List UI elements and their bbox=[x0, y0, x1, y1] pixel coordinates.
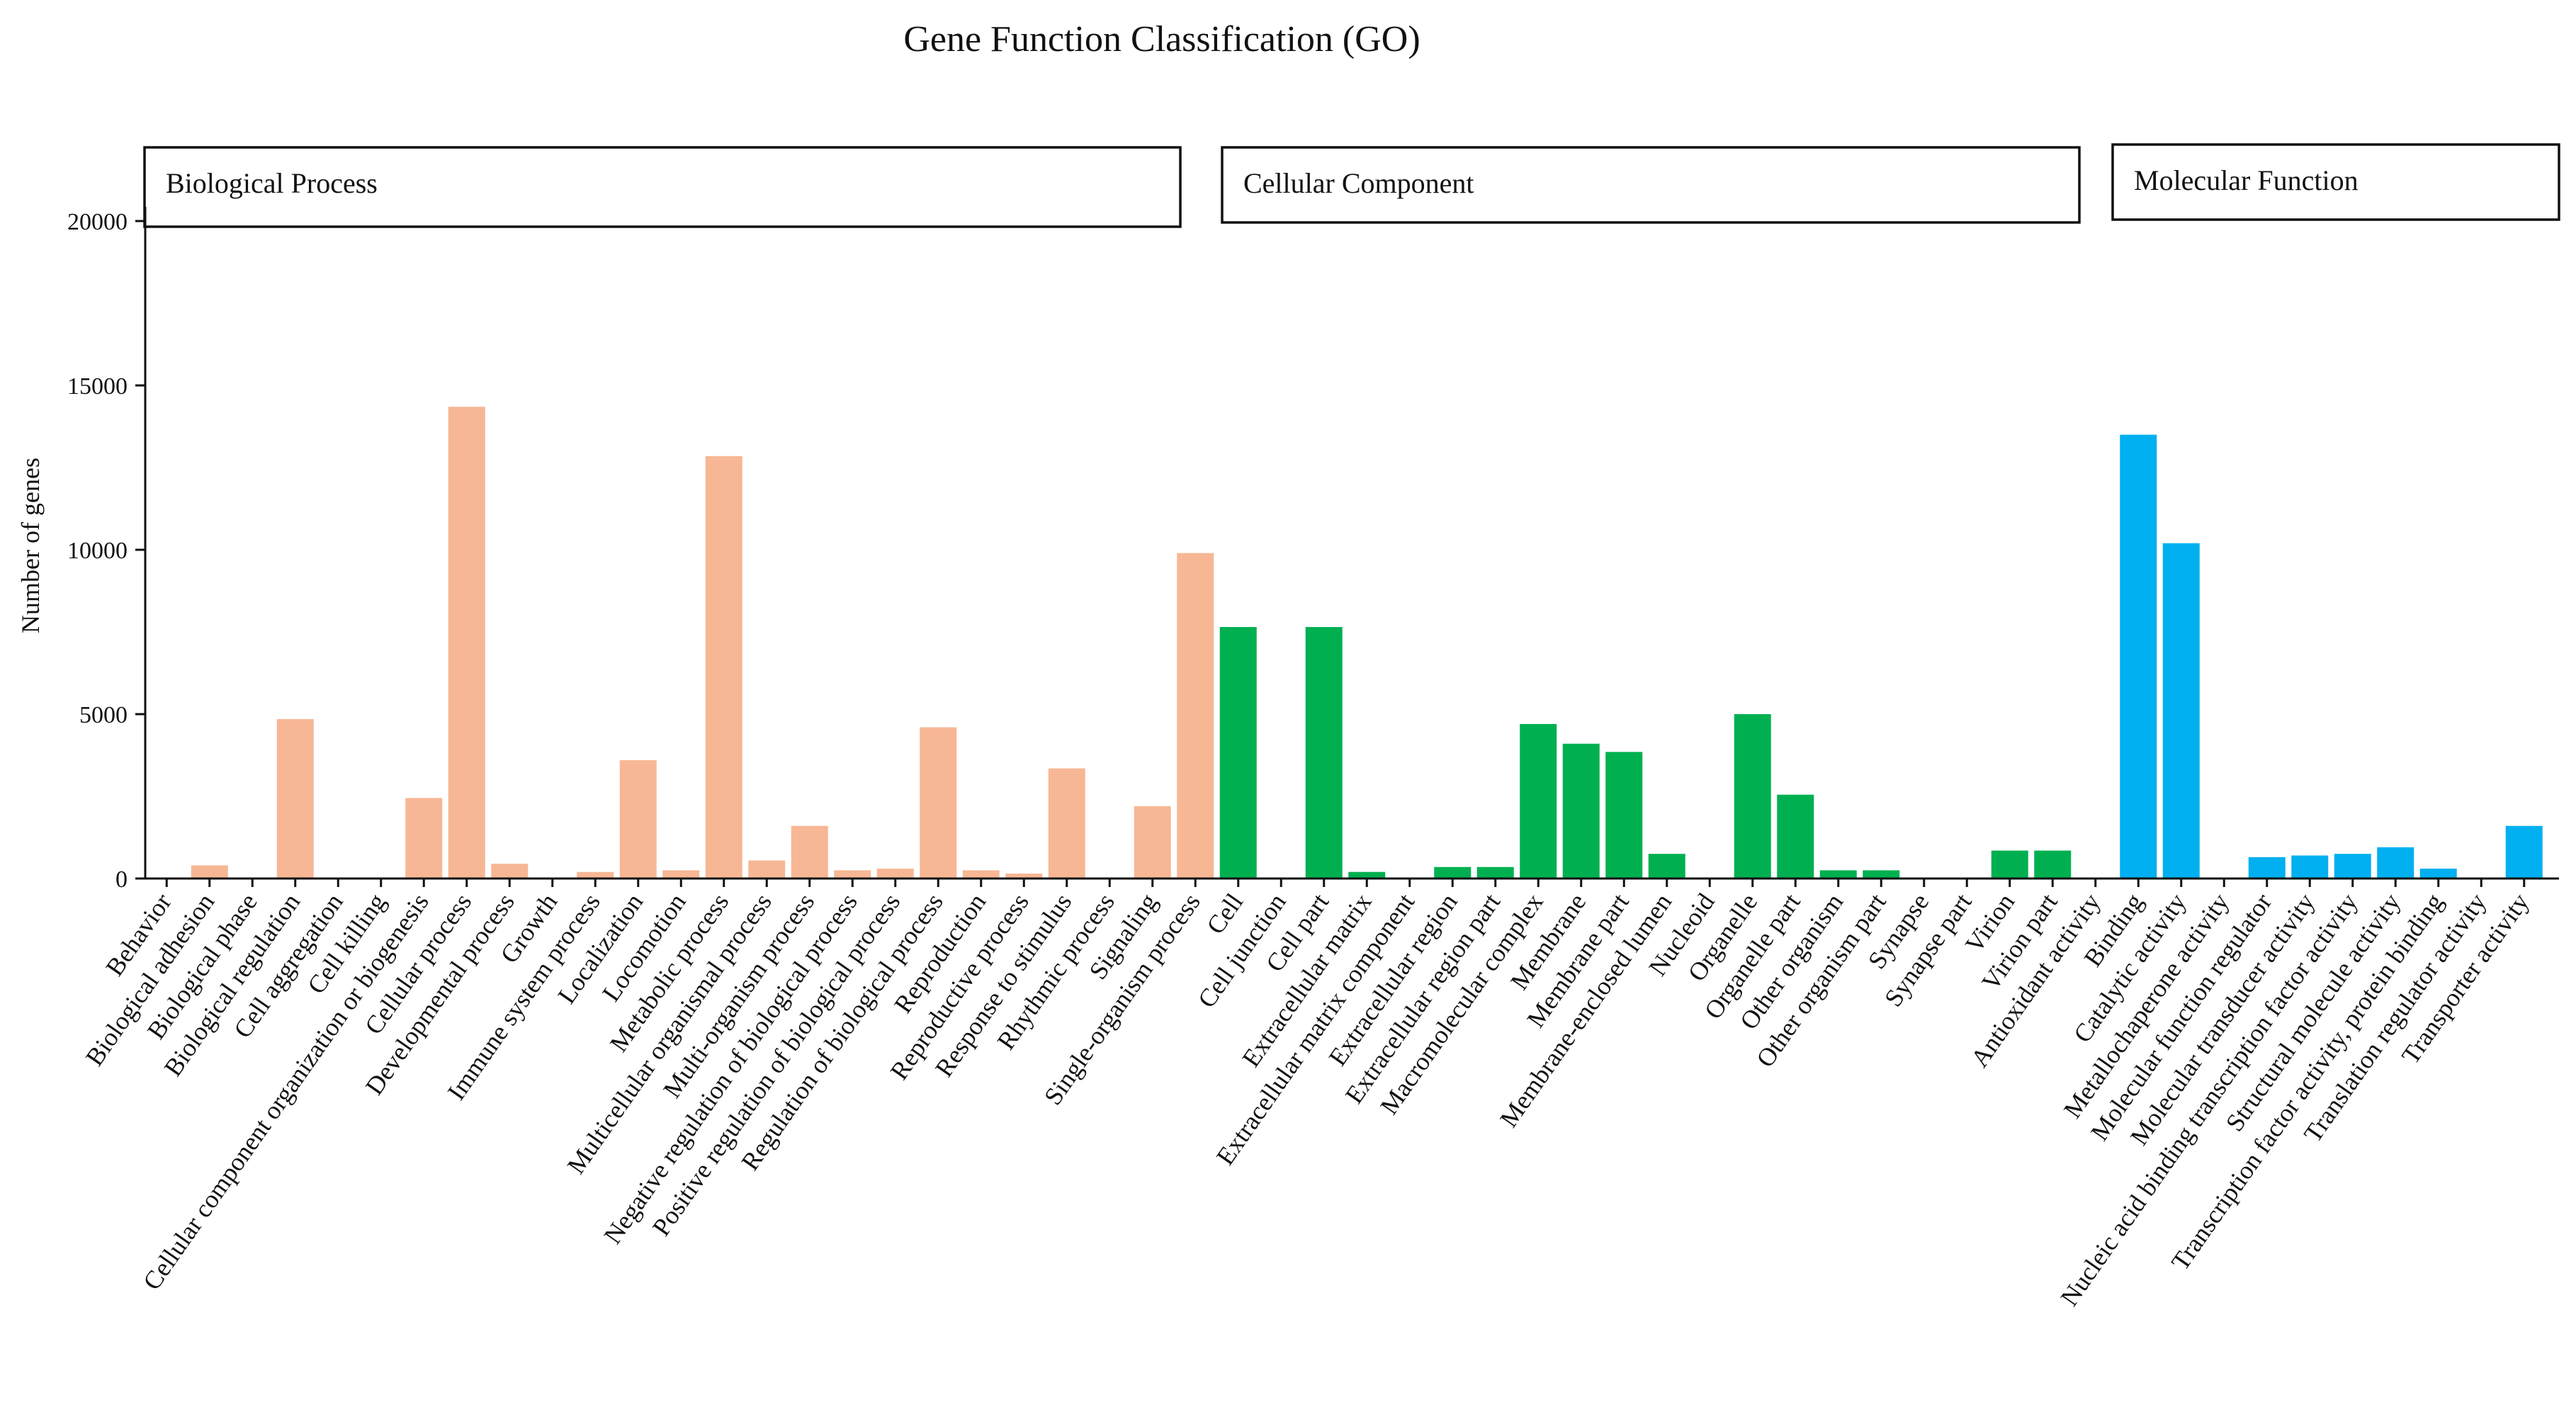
bar bbox=[1134, 806, 1171, 879]
bar bbox=[705, 456, 742, 879]
x-axis bbox=[145, 877, 2559, 887]
bar bbox=[1476, 866, 1514, 879]
group-box bbox=[2111, 143, 2560, 221]
bar bbox=[662, 870, 700, 879]
bar bbox=[1605, 752, 1643, 879]
bar bbox=[1048, 768, 1085, 879]
bar bbox=[1648, 854, 1685, 879]
bar bbox=[834, 870, 871, 879]
bar bbox=[1863, 870, 1900, 879]
group-label: Molecular Function bbox=[2134, 164, 2358, 196]
bar bbox=[1562, 743, 1600, 879]
bar bbox=[2034, 850, 2072, 879]
bar bbox=[2505, 825, 2543, 879]
bar bbox=[962, 870, 1000, 879]
bar bbox=[1520, 723, 1557, 879]
bar bbox=[920, 727, 957, 879]
bar bbox=[1819, 870, 1857, 879]
bar bbox=[1734, 714, 1771, 879]
bar bbox=[448, 407, 485, 879]
group-boxes: Biological Process Cellular Component Mole… bbox=[143, 143, 2560, 228]
chart-title: Gene Function Classification (GO) bbox=[903, 19, 1420, 60]
bar bbox=[1005, 874, 1043, 879]
y-tick-label: 0 bbox=[115, 866, 128, 893]
group-label: Biological Process bbox=[166, 167, 378, 199]
bar bbox=[876, 869, 914, 879]
bar bbox=[2162, 543, 2200, 879]
y-axis: 0 5000 10000 15000 20000 bbox=[67, 207, 147, 893]
bar bbox=[2120, 434, 2157, 879]
bar bbox=[1777, 794, 1814, 879]
y-axis-label: Number of genes bbox=[16, 458, 45, 633]
y-tick-label: 10000 bbox=[67, 538, 128, 564]
group-box bbox=[143, 146, 1182, 228]
group-label: Cellular Component bbox=[1243, 167, 1474, 199]
bars bbox=[191, 407, 2543, 879]
bar bbox=[2334, 854, 2371, 879]
bar bbox=[405, 798, 443, 879]
bar bbox=[491, 864, 529, 879]
bar bbox=[1305, 627, 1343, 879]
bar bbox=[1177, 553, 1214, 879]
bar bbox=[1434, 866, 1471, 879]
bar bbox=[619, 759, 657, 879]
bar bbox=[577, 871, 614, 879]
bar bbox=[791, 825, 828, 879]
bar bbox=[276, 718, 314, 879]
bar bbox=[748, 860, 786, 879]
y-tick-label: 15000 bbox=[67, 373, 128, 400]
group-box bbox=[1221, 146, 2081, 224]
bar bbox=[1991, 850, 2028, 879]
bar bbox=[2248, 857, 2286, 879]
bar bbox=[2291, 855, 2329, 879]
bar bbox=[1219, 627, 1257, 879]
bar bbox=[1348, 871, 1386, 879]
bar bbox=[2377, 847, 2414, 879]
bar bbox=[2419, 869, 2457, 879]
y-tick-label: 20000 bbox=[67, 209, 128, 235]
y-tick-label: 5000 bbox=[79, 702, 128, 728]
bar bbox=[191, 865, 228, 879]
